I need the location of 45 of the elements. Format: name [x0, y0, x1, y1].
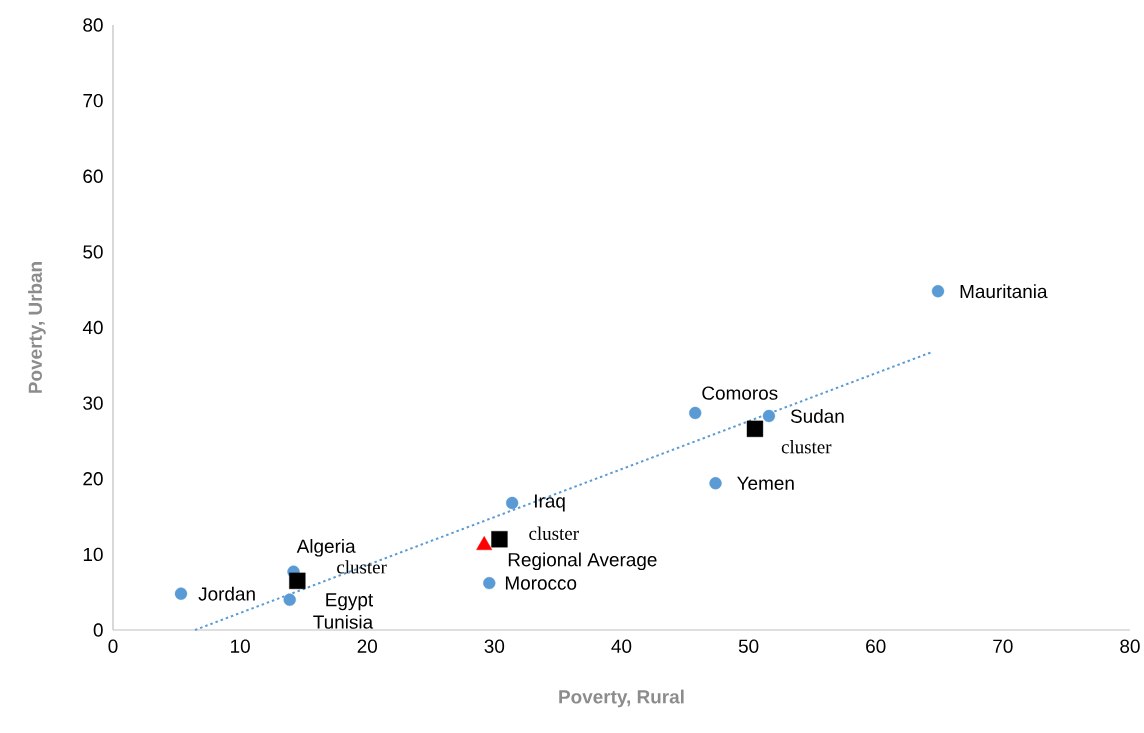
y-axis-title: Poverty, Urban: [28, 262, 46, 393]
x-tick-label: 70: [993, 639, 1013, 653]
annotation: Egypt: [326, 593, 374, 611]
annotation: Sudan: [790, 409, 844, 423]
x-tick-label: 10: [231, 639, 250, 653]
point: [483, 576, 496, 590]
annotation: Morocco: [505, 576, 577, 590]
annotation: Jordan: [198, 586, 255, 601]
point: [289, 572, 306, 590]
annotation: cluster: [529, 526, 579, 540]
annotation: Comoros: [702, 386, 778, 400]
annotation: cluster: [781, 440, 832, 454]
point: [931, 285, 945, 298]
x-tick-label: 20: [357, 639, 378, 653]
annotation: Mauritania: [960, 284, 1048, 299]
point: [709, 477, 722, 490]
point: [689, 406, 702, 420]
point: [505, 496, 519, 510]
y-tick-label: 0: [93, 623, 103, 637]
x-tick-label: 30: [484, 639, 505, 653]
x-tick-label: 50: [738, 639, 759, 653]
point: [746, 420, 764, 438]
annotation: cluster: [337, 560, 387, 574]
y-tick-label: 20: [83, 472, 103, 486]
y-tick-label: 50: [83, 245, 103, 259]
y-tick-label: 10: [83, 547, 103, 562]
annotation: Iraq: [535, 494, 565, 512]
annotation: Yemen: [737, 476, 794, 490]
point: [283, 593, 296, 606]
point: [762, 409, 776, 423]
annotation: Regional Average: [508, 552, 657, 571]
y-tick-label: 40: [82, 320, 103, 335]
y-tick-label: 30: [83, 396, 103, 410]
y-tick-label: 60: [83, 169, 103, 183]
point: [174, 587, 188, 600]
x-tick-label: 40: [611, 639, 632, 653]
y-tick-label: 80: [83, 18, 103, 32]
x-tick-label: 60: [866, 639, 886, 653]
x-tick-label: 0: [108, 639, 118, 653]
x-tick-label: 80: [1120, 639, 1140, 653]
y-tick-label: 70: [83, 93, 103, 108]
annotation: Algeria: [296, 538, 356, 557]
x-axis-title: Poverty, Rural: [559, 689, 684, 708]
annotation: Tunisia: [313, 614, 374, 629]
point: [491, 531, 508, 548]
